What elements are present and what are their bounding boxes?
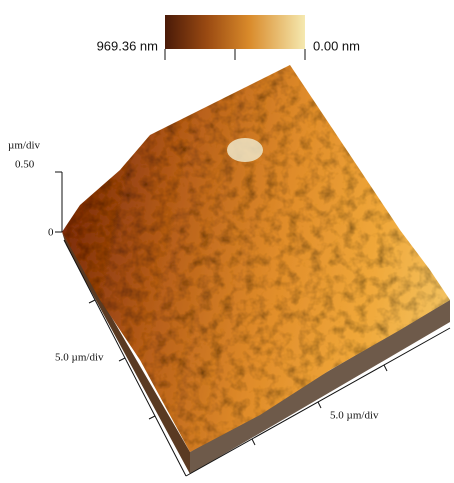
surface-peak [227,138,263,162]
surface [62,65,450,452]
colorbar-min: 0.00 nm [313,38,360,53]
side-face [190,300,450,474]
z-tick-top: 0.50 [15,159,35,171]
colorbar-max: 969.36 nm [97,38,158,53]
colorbar-ticks [164,49,306,60]
axes [55,171,451,477]
x-axis-label: 5.0 µm/div [330,410,379,422]
side-face [62,232,190,474]
colorbar [165,15,305,49]
z-tick-bottom: 0 [48,227,54,239]
z-unit: µm/div [8,140,41,152]
y-axis-label: 5.0 µm/div [55,352,104,364]
